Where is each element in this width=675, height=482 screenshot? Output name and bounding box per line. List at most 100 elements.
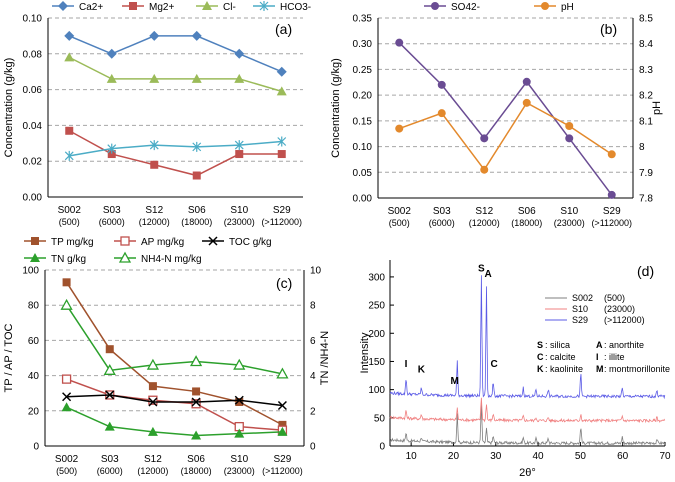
data-point-HCO3- [234, 140, 244, 151]
data-point-TOC g/kg [62, 392, 72, 402]
y-tick-label: 100 [368, 385, 385, 396]
data-point-HCO3- [277, 136, 287, 147]
x-category-sublabel: (6000) [429, 218, 455, 228]
data-point-HCO3- [64, 150, 74, 161]
data-point-NH4-N mg/kg [276, 367, 289, 379]
data-point-pH [480, 165, 489, 174]
legend-label: pH [561, 2, 574, 13]
legend-label: Mg2+ [149, 2, 174, 13]
y-right-tick-label: 7.9 [639, 168, 653, 179]
legend-label: SO42- [451, 2, 480, 13]
data-point-Mg2+ [192, 171, 201, 180]
legend-label: TP mg/kg [51, 237, 94, 248]
x-category-label: S29 [603, 206, 621, 217]
x-category-label: S12 [475, 206, 493, 217]
legend-marker [431, 2, 439, 10]
y-tick-label: 0.02 [23, 157, 43, 168]
y-tick-label: 0.00 [353, 194, 373, 205]
legend-sublabel: (500) [604, 293, 625, 303]
legend-label: TOC g/kg [229, 237, 272, 248]
peak-label: C [490, 359, 497, 370]
data-point-SO42- [480, 134, 489, 143]
data-point-Ca2+ [234, 48, 245, 59]
y-right-axis-label: TN /NH4-N [319, 331, 331, 385]
y-right-tick-label: 0 [310, 442, 316, 453]
legend-label: HCO3- [280, 2, 311, 13]
x-category-label: S002 [55, 454, 79, 465]
x-tick-label: 60 [617, 451, 629, 462]
mineral-code: C [537, 352, 544, 362]
mineral-code: M [596, 364, 604, 374]
data-point-AP mg/kg [61, 374, 72, 384]
y-tick-label: 0.30 [353, 39, 373, 50]
y-right-tick-label: 8 [639, 142, 645, 153]
y-right-tick-label: 8.5 [639, 14, 653, 25]
legend-marker [120, 236, 130, 246]
y-tick-label: 0.35 [353, 14, 373, 25]
data-point-TN g/kg [277, 426, 288, 436]
x-category-sublabel: (23000) [554, 218, 585, 228]
x-category-label: S03 [101, 454, 119, 465]
x-category-sublabel: (23000) [224, 466, 255, 476]
series-line-SO42- [398, 42, 613, 196]
x-category-sublabel: (12000) [139, 217, 170, 227]
x-tick-label: 10 [406, 451, 418, 462]
mineral-name: : kaolinite [545, 364, 583, 374]
data-point-TOC g/kg [148, 397, 158, 407]
xrd-pattern-S29 [389, 275, 666, 400]
peak-label: K [418, 365, 426, 376]
mineral-name: : calcite [545, 352, 576, 362]
y-right-tick-label: 8.1 [639, 116, 653, 127]
y-tick-label: 0.08 [23, 49, 43, 60]
data-point-SO42- [437, 80, 446, 89]
legend-label: S002 [572, 293, 593, 303]
xrd-pattern-S10 [389, 397, 666, 424]
mineral-name: : anorthite [604, 340, 644, 350]
y-axis-label: Concentration (g/kg) [3, 58, 15, 158]
data-point-pH [437, 109, 446, 118]
x-tick-label: 50 [575, 451, 587, 462]
data-point-TP mg/kg [278, 420, 287, 429]
data-point-Cl- [106, 73, 117, 83]
legend-marker [58, 1, 68, 11]
x-category-sublabel: (>112000) [591, 218, 632, 228]
x-category-sublabel: (500) [56, 466, 77, 476]
x-category-label: S03 [103, 205, 121, 216]
y-right-tick-label: 2 [310, 406, 316, 417]
x-category-sublabel: (500) [59, 217, 80, 227]
data-point-TN g/kg [147, 426, 158, 436]
x-category-sublabel: (6000) [97, 466, 123, 476]
y-axis-label: TP / AP / TOC [3, 324, 15, 393]
y-tick-label: 300 [368, 272, 385, 283]
x-category-label: S10 [230, 205, 248, 216]
panel-b: 0.00 0.05 0.10 0.15 0.20 0.25 0.30 0.35 7.8 7.9 8 8… [330, 2, 663, 228]
data-point-Ca2+ [106, 48, 117, 59]
legend-sublabel: (>112000) [604, 315, 645, 325]
y-tick-label: 0.10 [23, 14, 43, 25]
mineral-name: : illite [604, 352, 625, 362]
data-point-HCO3- [107, 143, 117, 154]
data-point-Mg2+ [65, 126, 74, 135]
series-line-pH [398, 101, 613, 172]
legend-marker [202, 1, 212, 10]
x-category-label: S06 [188, 205, 206, 216]
legend-marker [118, 251, 132, 263]
data-point-TOC g/kg [277, 400, 287, 411]
series-line-TN g/kg [66, 406, 283, 437]
legend-label: Cl- [223, 2, 236, 13]
data-point-SO42- [395, 38, 404, 47]
mineral-code: I [596, 352, 599, 362]
legend-marker [31, 237, 39, 245]
y-axis-label: Concentration (g/kg) [330, 58, 342, 158]
data-point-SO42- [607, 190, 616, 199]
data-point-SO42- [522, 77, 531, 86]
data-point-Mg2+ [107, 150, 116, 159]
data-point-Mg2+ [277, 150, 286, 159]
y-tick-label: 0.20 [353, 91, 373, 102]
data-point-HCO3- [192, 141, 202, 152]
x-category-label: S12 [144, 454, 162, 465]
y-tick-label: 0.00 [23, 193, 43, 204]
mineral-code: A [596, 340, 603, 350]
y-tick-label: 0.15 [353, 116, 373, 127]
data-point-TP mg/kg [192, 387, 201, 396]
